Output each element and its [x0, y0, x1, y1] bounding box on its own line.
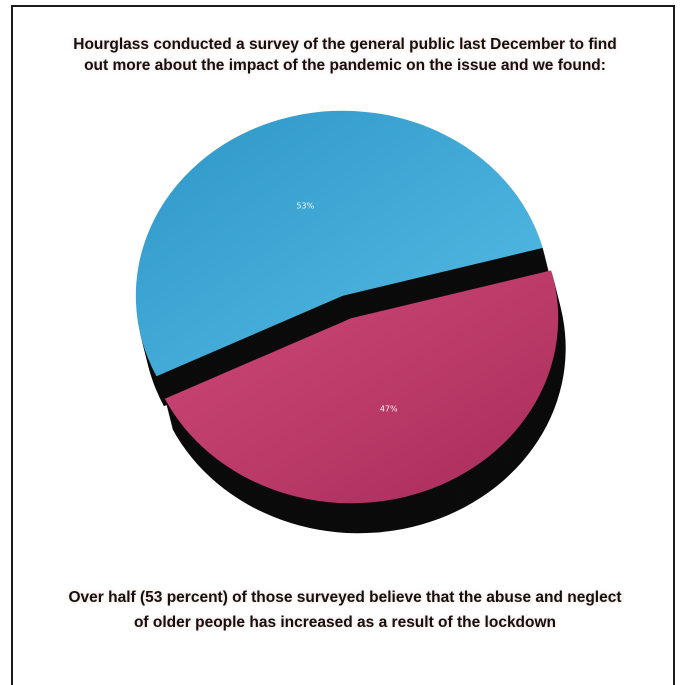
- pie-slice-2: [164, 270, 559, 504]
- pie-slice-1: [135, 110, 543, 377]
- page-heading: Hourglass conducted a survey of the gene…: [30, 34, 660, 76]
- slice-label-2: 47%: [380, 404, 398, 413]
- caption-line-1: Over half (53 percent) of those surveyed…: [68, 589, 622, 606]
- slice-label-1: 53%: [296, 202, 314, 211]
- pie-slice-layer: [135, 110, 559, 504]
- result-caption: Over half (53 percent) of those surveyed…: [30, 585, 660, 635]
- caption-line-2: of older people has increased as a resul…: [133, 614, 557, 631]
- heading-line-2: out more about the impact of the pandemi…: [84, 57, 606, 74]
- heading-line-1: Hourglass conducted a survey of the gene…: [73, 36, 617, 53]
- pie-label-layer: 53% 47%: [296, 202, 398, 414]
